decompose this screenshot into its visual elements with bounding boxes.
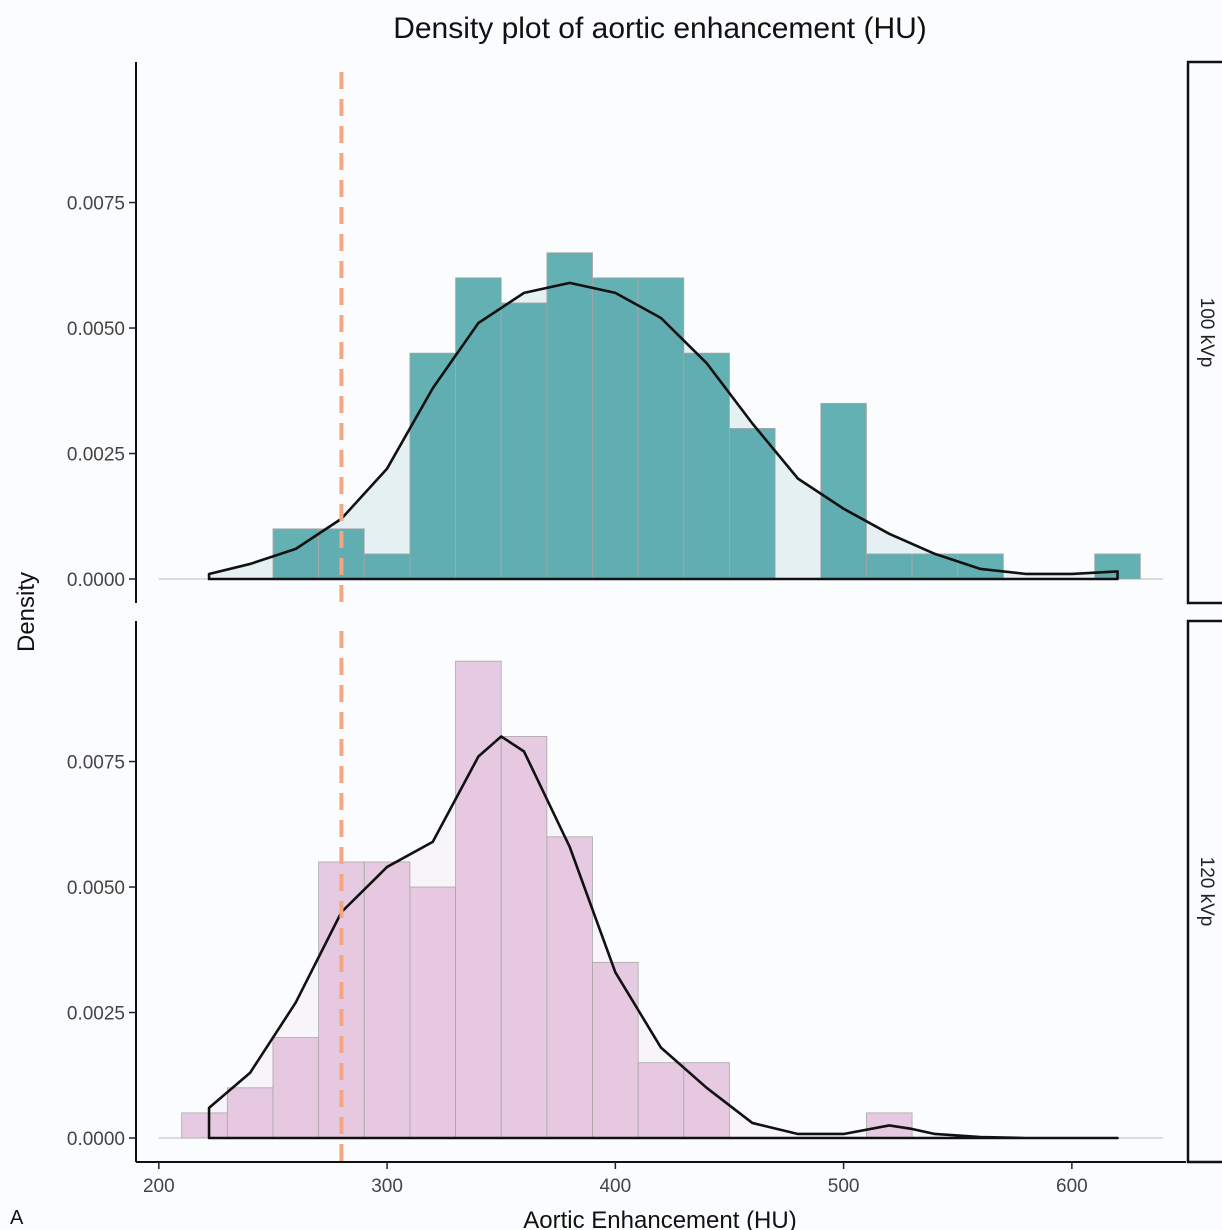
y-axis-title: Density: [13, 572, 40, 652]
histogram-bar: [226, 1087, 274, 1139]
facet-strip: [1186, 60, 1222, 605]
facet-strip-label: 100 kVp: [1196, 298, 1217, 368]
histogram-bar: [637, 277, 685, 580]
histogram-bar: [546, 252, 593, 580]
y-tick-label: 0.0000: [67, 1129, 125, 1150]
panel-2: 0.0000 0.0025 0.0050 0.0075 120 kVp: [67, 619, 1222, 1164]
histogram-bar: [729, 428, 776, 580]
histogram-bar: [866, 553, 913, 580]
x-axis-title: Aortic Enhancement (HU): [523, 1207, 796, 1230]
panel-letter: A: [10, 1207, 24, 1229]
histogram-bar: [592, 277, 639, 580]
y-tick-label: 0.0025: [67, 445, 125, 466]
x-tick-label: 300: [371, 1176, 403, 1197]
x-tick-label: 200: [143, 1176, 175, 1197]
y-tick-label: 0.0050: [67, 878, 125, 899]
y-tick-label: 0.0025: [67, 1004, 125, 1025]
histogram-bar: [592, 961, 639, 1139]
histogram-bar: [272, 1037, 320, 1139]
facet-strip: [1186, 619, 1222, 1164]
histogram-bar: [637, 1062, 685, 1139]
chart-title: Density plot of aortic enhancement (HU): [393, 12, 927, 45]
histogram-bar: [455, 660, 502, 1139]
histogram-bar: [363, 553, 411, 580]
x-tick-label: 600: [1056, 1176, 1088, 1197]
facet-strip-label: 120 kVp: [1196, 857, 1217, 927]
histogram-bar: [500, 736, 548, 1139]
histogram-bar: [409, 886, 456, 1139]
x-tick-label: 400: [599, 1176, 631, 1197]
y-tick-label: 0.0050: [67, 319, 125, 340]
histogram-bar: [546, 836, 593, 1139]
histogram-bar: [911, 553, 959, 580]
panel-1: 0.0000 0.0025 0.0050 0.0075 100 kVp: [67, 60, 1222, 605]
density-curve: [207, 281, 1119, 581]
histogram-bar: [683, 352, 730, 580]
histogram-bar: [957, 553, 1004, 580]
y-tick-label: 0.0075: [67, 194, 125, 215]
histogram-bar: [500, 302, 548, 580]
y-tick-label: 0.0075: [67, 753, 125, 774]
x-axis: 200 300 400 500 600: [136, 1161, 1186, 1197]
histogram-bar: [363, 861, 411, 1139]
y-tick-label: 0.0000: [67, 570, 125, 591]
x-tick-label: 500: [828, 1176, 860, 1197]
histogram-bar: [181, 1112, 228, 1139]
histogram-bar: [820, 402, 867, 580]
